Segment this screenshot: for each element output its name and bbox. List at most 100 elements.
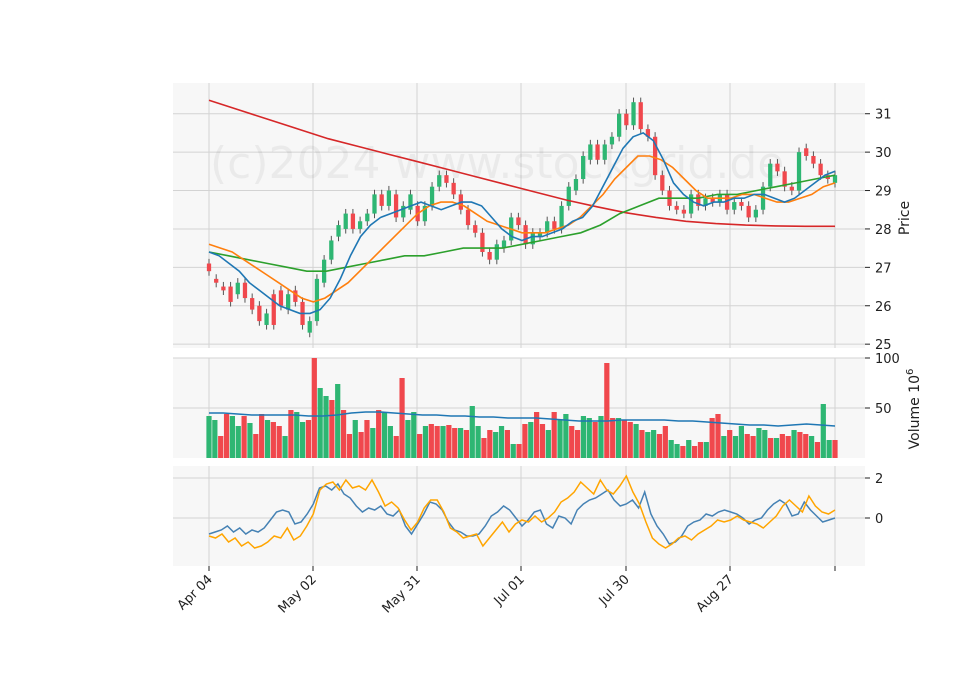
candle-down <box>681 209 687 214</box>
candle-up <box>530 232 535 245</box>
volume-bar-down <box>604 363 610 458</box>
candle-down <box>552 221 557 229</box>
volume-bar-down <box>376 410 382 458</box>
volume-bar-up <box>235 426 241 458</box>
y-tick-label: 27 <box>875 261 892 276</box>
volume-bar-up <box>633 424 639 458</box>
x-tick-label: May 31 <box>380 572 424 616</box>
candle-down <box>595 144 600 160</box>
volume-bar-up <box>563 414 569 458</box>
volume-bar-down <box>656 434 663 458</box>
candle-up <box>688 194 694 214</box>
candle-down <box>214 278 219 283</box>
candle-up <box>429 186 435 206</box>
y-tick-label: 30 <box>875 146 892 161</box>
volume-bar-down <box>814 442 821 458</box>
volume-bar-down <box>393 436 399 458</box>
volume-bar-down <box>639 430 645 458</box>
candle-down <box>638 102 643 130</box>
x-tick-label: Jul 01 <box>491 572 528 609</box>
volume-bar-down <box>364 420 370 458</box>
volume-bar-down <box>621 420 627 458</box>
volume-bar-up <box>645 432 651 458</box>
candle-up <box>559 205 564 229</box>
volume-bar-down <box>218 436 224 458</box>
candle-up <box>566 186 571 206</box>
volume-bar-down <box>768 438 774 458</box>
volume-bar-down <box>340 410 347 458</box>
y-tick-label: 100 <box>875 352 900 367</box>
volume-bar-down <box>539 424 546 458</box>
candle-up <box>401 205 406 218</box>
x-tick-label: Aug 27 <box>694 572 737 615</box>
candle-down <box>710 198 715 203</box>
candle-down <box>652 136 658 176</box>
candle-down <box>271 294 276 325</box>
candle-down <box>624 113 629 126</box>
candle-down <box>350 213 356 229</box>
watermark-text: (c)2024 www.stockgrid.de <box>210 138 784 189</box>
candle-down <box>818 163 823 176</box>
volume-bar-down <box>797 432 803 458</box>
volume-bar-down <box>463 430 470 458</box>
candle-up <box>494 244 499 260</box>
volume-bar-down <box>487 430 493 458</box>
volume-bar-down <box>803 434 809 458</box>
candle-up <box>336 225 341 237</box>
volume-bar-down <box>744 434 750 458</box>
volume-bar-down <box>522 424 528 458</box>
candle-up <box>609 136 615 145</box>
candle-down <box>739 202 744 206</box>
x-tick-label: May 02 <box>276 572 320 616</box>
volume-bar-down <box>504 430 510 458</box>
volume-axis-title-text: Volume 10 <box>907 375 923 449</box>
price-axis-title: Price <box>897 201 913 235</box>
volume-bar-up <box>206 416 212 458</box>
volume-average-line <box>209 411 836 427</box>
candle-down <box>487 251 492 260</box>
x-tick-label: Apr 04 <box>175 572 216 613</box>
volume-bar-up <box>598 416 604 458</box>
y-tick-label: 31 <box>875 108 892 123</box>
candle-down <box>242 282 248 299</box>
volume-bar-down <box>305 420 312 458</box>
candle-down <box>645 129 651 137</box>
candle-down <box>811 155 816 164</box>
candle-up <box>768 163 773 187</box>
candle-down <box>696 194 701 206</box>
volume-bar-up <box>580 416 587 458</box>
volume-bar-down <box>270 422 276 458</box>
ma-long-line <box>208 174 836 273</box>
volume-bar-down <box>569 426 575 458</box>
volume-bar-down <box>358 432 364 458</box>
candle-down <box>480 232 485 252</box>
volume-bar-down <box>691 446 698 458</box>
volume-bar-up <box>808 436 815 458</box>
volume-bar-down <box>399 378 405 458</box>
volume-bar-up <box>264 420 271 458</box>
volume-bar-up <box>352 420 358 458</box>
volume-bar-down <box>627 422 633 458</box>
volume-bar-up <box>323 396 329 458</box>
volume-bar-down <box>452 428 458 458</box>
candle-up <box>408 194 413 210</box>
candle-up <box>545 221 550 233</box>
candle-up <box>365 213 370 222</box>
candle-down <box>257 305 262 322</box>
candle-up <box>264 313 269 325</box>
volume-axis-title: Volume 106 <box>905 369 923 450</box>
oscillator-line-a <box>208 482 836 545</box>
candle-down <box>804 148 809 156</box>
volume-bar-up <box>738 426 745 458</box>
volume-axis-exponent: 6 <box>905 369 916 375</box>
candle-up <box>501 240 507 249</box>
candle-up <box>537 232 543 237</box>
volume-bar-down <box>446 425 452 458</box>
volume-bar-up <box>773 438 780 458</box>
volume-bar-up <box>545 430 551 458</box>
volume-bar-down <box>709 418 715 458</box>
candle-up <box>343 213 348 229</box>
volume-bar-up <box>381 413 388 458</box>
volume-bar-up <box>651 430 657 458</box>
